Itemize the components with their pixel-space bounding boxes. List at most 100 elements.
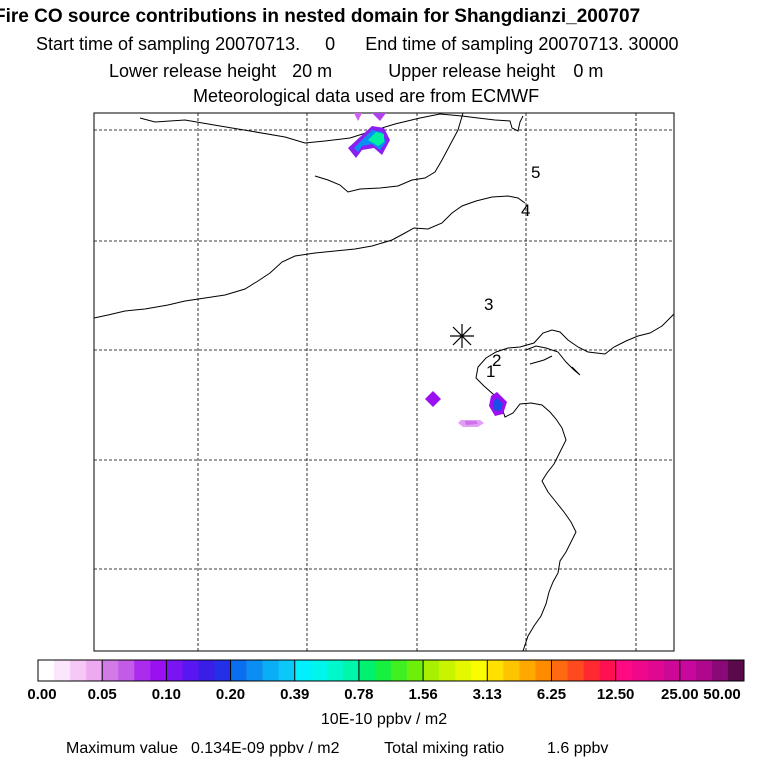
concentration-field: [348, 113, 507, 427]
plume-cell: [368, 132, 384, 146]
colorbar-swatch: [631, 660, 649, 681]
release-heights: Lower release height 20 m Upper release …: [109, 61, 768, 82]
coastline: [525, 345, 581, 376]
colorbar-swatch: [647, 660, 665, 681]
sampling-times: Start time of sampling 20070713. 0 End t…: [36, 34, 768, 55]
colorbar-swatch: [374, 660, 392, 681]
colorbar-tick-label: 12.50: [596, 686, 635, 703]
total-mixing-label: Total mixing ratio: [384, 740, 505, 757]
colorbar-swatch: [503, 660, 520, 681]
colorbar-swatch: [423, 660, 440, 681]
colorbar-swatch: [342, 660, 360, 681]
colorbar-tick-label: 0.05: [87, 686, 117, 703]
colorbar-swatch: [214, 660, 231, 681]
colorbar-swatch: [391, 660, 408, 681]
max-value-label: Maximum value: [66, 740, 179, 757]
colorbar-swatch: [182, 660, 199, 681]
colorbar-swatch: [166, 660, 183, 681]
colorbar-tick-label: 50.00: [703, 686, 741, 703]
colorbar-swatch: [358, 660, 376, 681]
colorbar-swatch: [519, 660, 536, 681]
plot-title: Fire CO source contributions in nested d…: [0, 6, 641, 27]
coastline: [94, 195, 526, 319]
colorbar-swatch: [663, 660, 681, 681]
colorbar-swatch: [198, 660, 215, 681]
coastline: [529, 355, 553, 365]
map-frame: [93, 112, 675, 652]
colorbar-swatch: [471, 660, 488, 681]
colorbar-swatch: [455, 660, 472, 681]
boundary-line: [314, 113, 464, 193]
lower-height-value: 20 m: [292, 61, 333, 81]
colorbar-swatch: [615, 660, 632, 681]
colorbar-swatch: [407, 660, 424, 681]
coastlines: [94, 113, 674, 651]
colorbar-swatch: [150, 660, 167, 681]
lower-height-label: Lower release height: [109, 61, 277, 81]
colorbar: [37, 659, 745, 682]
colorbar-swatch: [599, 660, 616, 681]
colorbar-tick-label: 0.00: [27, 686, 57, 703]
colorbar-swatch: [102, 660, 119, 681]
colorbar-units: 10E-10 ppbv / m2: [320, 711, 448, 728]
colorbar-frame: [37, 659, 745, 682]
colorbar-tick-label: 6.25: [536, 686, 567, 703]
upper-height-value: 0 m: [573, 61, 604, 81]
colorbar-tick-label: 0.78: [344, 686, 374, 703]
upper-height-label: Upper release height: [388, 61, 556, 81]
colorbar-swatch: [278, 660, 296, 681]
asterisk-icon: [450, 324, 474, 348]
coastline: [475, 313, 674, 651]
boundary-line: [139, 113, 524, 144]
colorbar-swatch: [439, 660, 456, 681]
colorbar-swatch: [567, 660, 584, 681]
colorbar-swatch: [246, 660, 263, 681]
point-label-5: 5: [531, 163, 540, 182]
colorbar-swatch: [727, 660, 745, 681]
point-label-1: 1: [486, 362, 495, 381]
max-value: 0.134E-09 ppbv / m2: [190, 740, 340, 757]
colorbar-swatch: [487, 660, 504, 681]
colorbar-tick-label: 3.13: [472, 686, 502, 703]
colorbar-tick-label: 0.39: [280, 686, 310, 703]
colorbar-swatch: [54, 660, 71, 681]
colorbar-swatch: [262, 660, 279, 681]
plume-cell: [493, 398, 503, 411]
colorbar-swatch: [583, 660, 600, 681]
meteorological-source: Meteorological data used are from ECMWF: [193, 86, 540, 106]
total-mixing-value: 1.6 ppbv: [547, 740, 609, 757]
point-labels: 1 2 3 4 5: [484, 163, 540, 381]
colorbar-swatch: [695, 660, 713, 681]
colorbar-tick-label: 25.00: [661, 686, 699, 703]
lat-lon-grid: [94, 113, 674, 651]
colorbar-swatch: [679, 660, 697, 681]
colorbar-swatch: [551, 660, 568, 681]
end-time-value: 20070713. 30000: [538, 34, 679, 54]
colorbar-swatch: [230, 660, 247, 681]
colorbar-tick-label: 1.56: [408, 686, 438, 703]
colorbar-swatch: [118, 660, 135, 681]
point-label-3: 3: [484, 295, 493, 314]
colorbar-swatch: [535, 660, 552, 681]
plume-cell: [465, 421, 478, 425]
plume-cell: [372, 113, 386, 121]
point-label-2: 2: [492, 351, 501, 370]
colorbar-swatch: [294, 660, 312, 681]
colorbar-swatch: [711, 660, 729, 681]
start-time-label: Start time of sampling: [36, 34, 211, 54]
colorbar-tick-label: 0.10: [151, 686, 181, 703]
colorbar-swatch: [38, 660, 55, 681]
point-label-4: 4: [521, 201, 530, 220]
start-time-value: 20070713. 0: [215, 34, 336, 54]
colorbar-swatch: [326, 660, 344, 681]
end-time-label: End time of sampling: [365, 34, 534, 54]
colorbar-swatch: [70, 660, 87, 681]
summary-line: Maximum value 0.134E-09 ppbv / m2 Total …: [66, 740, 608, 758]
plume-cell: [354, 113, 362, 121]
colorbar-swatch: [134, 660, 151, 681]
colorbar-swatch: [86, 660, 103, 681]
plume-cell: [425, 391, 441, 407]
colorbar-swatch: [310, 660, 328, 681]
